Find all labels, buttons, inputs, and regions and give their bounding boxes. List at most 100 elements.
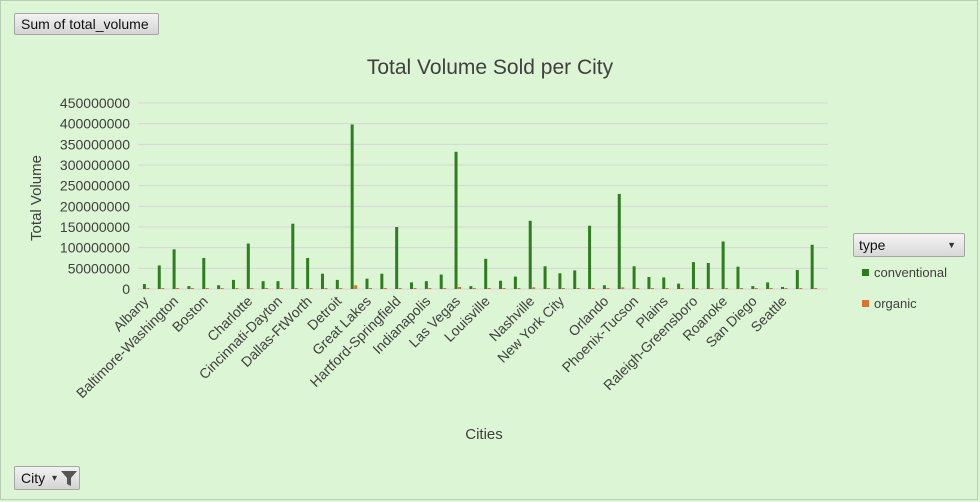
legend-item-organic: organic [862, 296, 917, 311]
bar-organic [769, 288, 773, 289]
bar-conventional [484, 258, 488, 289]
bar-conventional [751, 286, 755, 289]
y-tick-label: 50000000 [68, 260, 131, 276]
bar-organic [606, 288, 610, 289]
bar-conventional [588, 225, 592, 289]
value-field-label: Sum of total_volume [21, 16, 149, 32]
bar-organic [354, 285, 358, 289]
y-tick-label: 250000000 [60, 178, 130, 194]
bars [142, 124, 818, 289]
bar-organic [339, 288, 343, 289]
bar-conventional [691, 262, 695, 289]
legend-item-conventional: conventional [862, 265, 947, 280]
legend-label: organic [874, 296, 917, 311]
y-axis-title: Total Volume [28, 155, 45, 241]
bar-organic [636, 288, 640, 289]
bar-organic [146, 288, 150, 289]
bar-organic [220, 288, 224, 289]
bar-organic [665, 288, 669, 289]
bar-conventional [706, 262, 710, 289]
axis-field-label: City [21, 470, 46, 486]
bar-organic [458, 286, 462, 289]
bar-organic [324, 288, 328, 289]
y-tick-label: 150000000 [60, 219, 130, 235]
bar-conventional [246, 243, 250, 289]
bar-organic [799, 288, 803, 289]
axis-field-filter-button[interactable]: City ▾ [14, 466, 80, 490]
bar-organic [294, 288, 298, 289]
bar-organic [487, 288, 491, 289]
bar-conventional [142, 284, 146, 289]
bar-conventional [810, 244, 814, 289]
bar-organic [369, 288, 372, 289]
bar-conventional [172, 249, 176, 289]
x-axis-title: Cities [465, 426, 503, 443]
bar-conventional [543, 266, 547, 289]
bar-organic [265, 288, 269, 289]
bar-conventional [602, 285, 606, 289]
bar-organic [190, 288, 194, 289]
bar-organic [309, 288, 313, 289]
legend-swatch [862, 269, 869, 276]
bar-organic [784, 288, 788, 289]
bar-conventional [157, 265, 161, 289]
bar-conventional [380, 273, 384, 289]
bar-organic [710, 288, 714, 289]
y-tick-label: 100000000 [60, 240, 130, 256]
bar-conventional [558, 273, 562, 289]
bar-organic [532, 287, 536, 289]
bar-conventional [766, 282, 770, 289]
filter-icon [61, 471, 77, 486]
bar-conventional [780, 286, 784, 289]
bar-conventional [617, 193, 621, 289]
bar-conventional [261, 281, 265, 289]
bar-conventional [454, 151, 458, 289]
bar-conventional [528, 220, 532, 289]
bar-organic [428, 288, 432, 289]
bar-conventional [632, 266, 636, 289]
bar-organic [398, 287, 402, 289]
bar-conventional [395, 227, 399, 289]
bar-organic [739, 288, 743, 289]
bar-organic [517, 288, 521, 289]
bar-conventional [677, 283, 681, 289]
legend-field-label: type [859, 237, 886, 253]
chart-title: Total Volume Sold per City [367, 56, 614, 79]
bar-organic [814, 287, 818, 289]
x-tick-labels: AlbanyBaltimore-WashingtonBostonCharlott… [73, 293, 790, 401]
y-tick-label: 200000000 [60, 198, 130, 214]
bar-organic [250, 287, 254, 289]
y-tick-label: 350000000 [60, 136, 130, 152]
bar-organic [472, 288, 476, 289]
bar-conventional [231, 279, 235, 289]
bar-conventional [187, 286, 191, 289]
bar-conventional [795, 269, 799, 289]
dropdown-arrow-icon: ▼ [947, 240, 956, 250]
bar-conventional [350, 124, 354, 289]
bar-organic [650, 288, 654, 289]
bar-conventional [320, 273, 324, 289]
bar-organic [383, 288, 387, 289]
bar-organic [443, 288, 447, 289]
bar-conventional [499, 280, 503, 289]
bar-organic [576, 288, 580, 289]
bar-conventional [410, 282, 414, 289]
bar-conventional [721, 241, 725, 289]
bar-organic [725, 287, 729, 289]
bar-conventional [424, 281, 428, 289]
bar-conventional [736, 266, 740, 289]
y-tick-label: 0 [122, 281, 130, 297]
legend-field-button[interactable]: type ▼ [853, 233, 965, 257]
bar-conventional [439, 274, 443, 289]
bar-conventional [469, 286, 473, 289]
legend-label: conventional [874, 265, 947, 280]
bar-organic [561, 288, 565, 289]
bar-organic [176, 288, 180, 289]
value-field-button[interactable]: Sum of total_volume [14, 13, 159, 35]
bar-conventional [306, 258, 310, 289]
bar-organic [502, 288, 506, 289]
y-tick-label: 400000000 [60, 116, 130, 132]
bar-conventional [513, 276, 517, 289]
y-tick-label: 300000000 [60, 157, 130, 173]
